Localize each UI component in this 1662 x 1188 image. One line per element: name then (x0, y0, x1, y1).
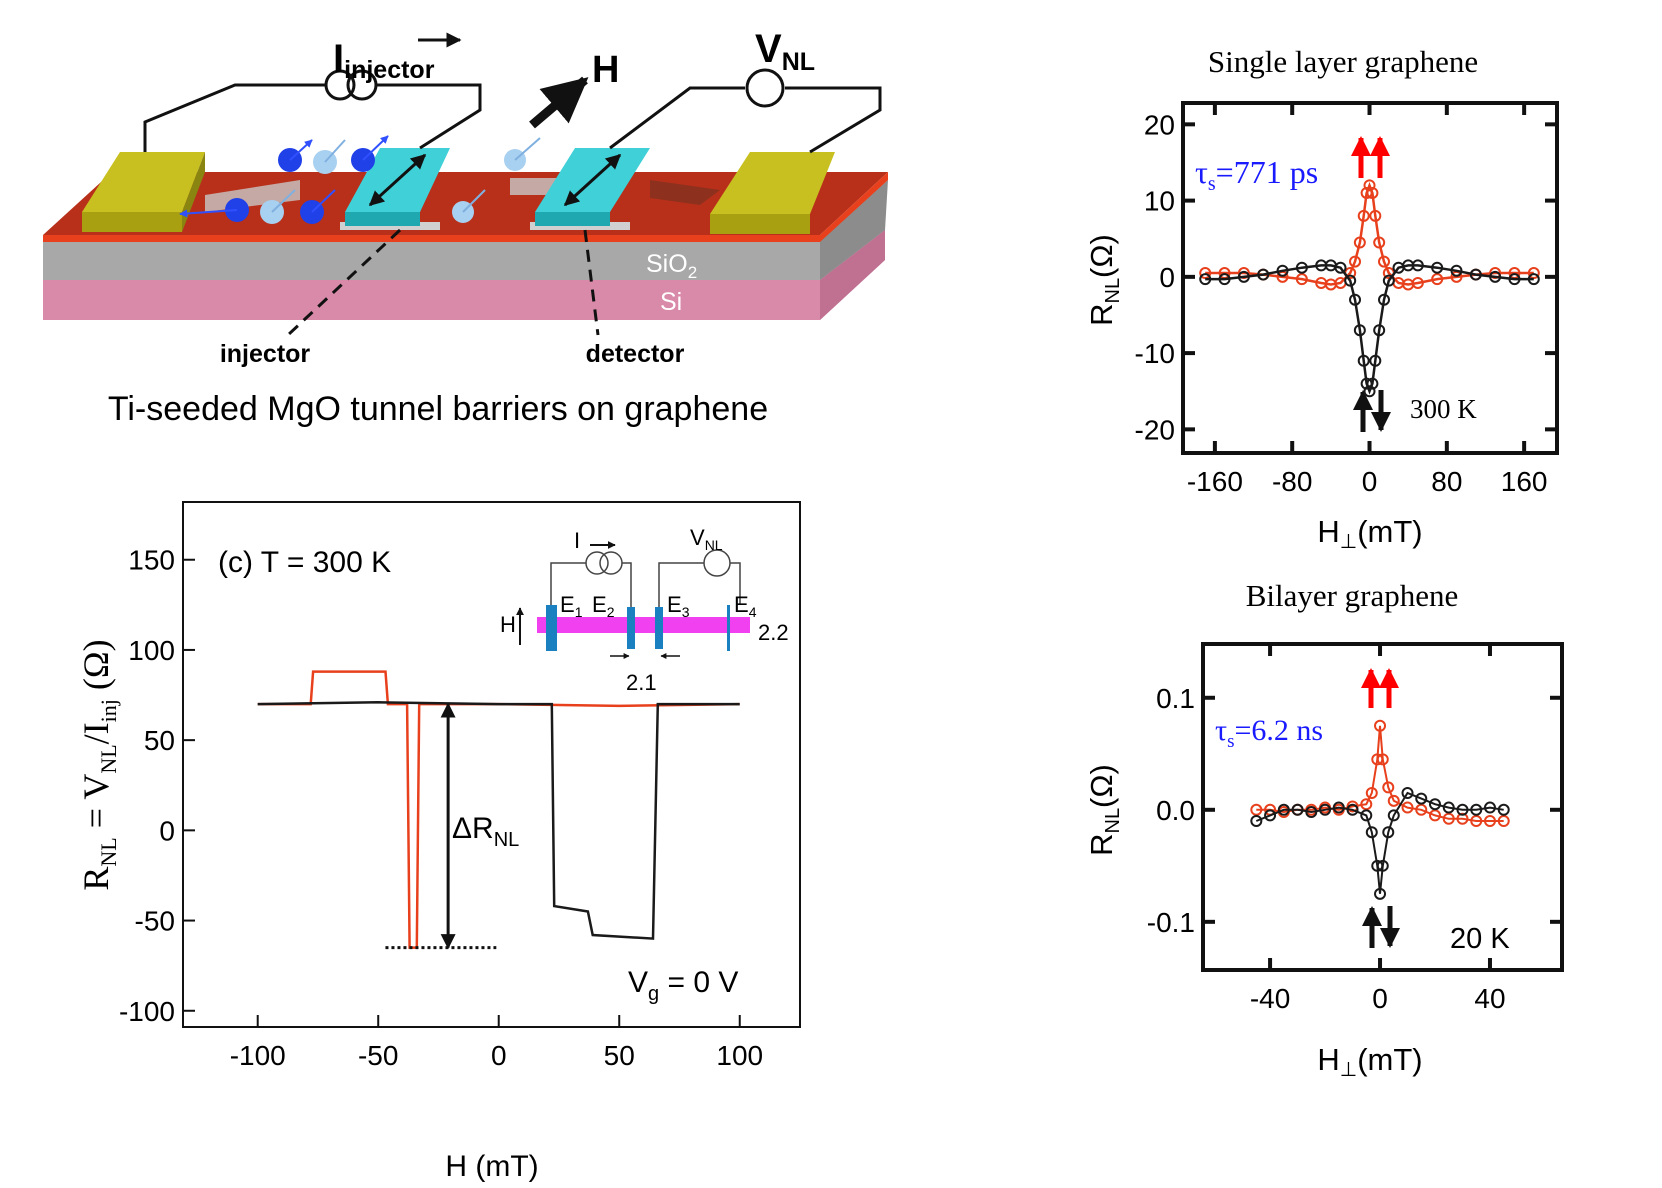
channel (537, 617, 750, 633)
y-tick-label: -20 (1135, 414, 1175, 445)
caption: Ti-seeded MgO tunnel barriers on graphen… (108, 390, 768, 428)
x-tick-label: 160 (1501, 466, 1548, 497)
voltage-label: VNL (755, 27, 815, 76)
spin-arrows (1371, 670, 1390, 948)
wire (145, 85, 327, 152)
y-tick-label: 0 (1159, 262, 1175, 293)
y-axis-label: RNL(Ω) (1084, 234, 1124, 326)
fit-line (1205, 185, 1534, 284)
x-tick-label: 0 (1372, 983, 1388, 1014)
y-axis-label: RNL = VNL/Iinj (Ω) (76, 639, 121, 890)
voltmeter (747, 70, 783, 106)
current-source (600, 552, 622, 574)
x-tick-label: 0 (491, 1040, 507, 1071)
spacing-label: 2.2 (758, 620, 789, 645)
inset: I VNL H E1 E2 E3 E4 2.2 2.1 (500, 525, 789, 695)
x-tick-label: -40 (1250, 983, 1290, 1014)
fit-line (1205, 265, 1534, 391)
electrode-label: E4 (734, 592, 757, 620)
chart-title: Single layer graphene (1208, 44, 1478, 79)
data-line (258, 672, 740, 948)
x-tick-label: 100 (716, 1040, 763, 1071)
injector-label: injector (220, 340, 311, 368)
electrode (655, 607, 663, 649)
y-tick-label: -50 (135, 906, 175, 937)
x-axis-label: H⊥(mT) (1317, 514, 1422, 553)
annotation: τs=6.2 ns (1215, 714, 1323, 752)
x-tick-label: 0 (1362, 466, 1378, 497)
field-label: H (592, 49, 619, 91)
inset-current: I (574, 528, 580, 553)
annotation: τs=771 ps (1195, 154, 1318, 195)
substrate-label: Si (660, 288, 682, 316)
y-axis-label: RNL(Ω) (1084, 764, 1124, 856)
x-tick-label: -80 (1272, 466, 1312, 497)
electrode-label: E3 (667, 592, 690, 620)
gate-label: Vg = 0 V (628, 966, 738, 1005)
y-tick-label: 0 (159, 815, 175, 846)
y-tick-label: 50 (144, 725, 175, 756)
y-tick-label: -100 (119, 996, 175, 1027)
y-tick-label: 0.0 (1156, 795, 1195, 826)
wire (610, 88, 745, 148)
wire (375, 85, 480, 148)
electrode-label: E1 (560, 592, 583, 620)
x-tick-label: 50 (604, 1040, 635, 1071)
graphene-edge (43, 235, 820, 242)
y-tick-label: 100 (128, 635, 175, 666)
inset-field: H (500, 612, 516, 637)
y-tick-label: 150 (128, 545, 175, 576)
temperature: 20 K (1450, 923, 1510, 955)
electrode (710, 214, 810, 234)
sio2-layer (43, 240, 820, 280)
wire (785, 88, 880, 152)
annotation: (c) T = 300 K (218, 546, 391, 579)
electrode (727, 605, 730, 651)
detector-electrode (535, 212, 610, 226)
x-tick-label: -50 (358, 1040, 398, 1071)
x-tick-label: 80 (1431, 466, 1462, 497)
electrode (82, 212, 182, 232)
current-source (586, 552, 608, 574)
spacing-label: 2.1 (626, 670, 657, 695)
y-tick-label: -0.1 (1147, 907, 1195, 938)
chart-title: Bilayer graphene (1246, 578, 1459, 613)
electrode (627, 607, 635, 649)
voltmeter (704, 550, 730, 576)
plot-frame (183, 502, 800, 1027)
y-tick-label: -10 (1135, 338, 1175, 369)
y-tick-label: 10 (1144, 186, 1175, 217)
data-line (258, 702, 740, 938)
field-arrow (532, 80, 585, 125)
x-axis-label: H⊥(mT) (1317, 1042, 1422, 1081)
x-tick-label: -160 (1187, 466, 1243, 497)
detector-label: detector (586, 340, 685, 368)
delta-label: ΔRNL (452, 812, 519, 851)
figure: Iinjector H VNL SiO2 Si injector detecto… (0, 0, 1662, 1188)
x-tick-label: -100 (230, 1040, 286, 1071)
electrode-label: E2 (592, 592, 615, 620)
y-tick-label: 20 (1144, 109, 1175, 140)
current-label: Iinjector (333, 37, 435, 84)
x-axis-label: H (mT) (445, 1150, 538, 1183)
temperature: 300 K (1410, 394, 1477, 424)
injector-electrode (345, 212, 420, 226)
electrode (546, 605, 557, 651)
y-tick-label: 0.1 (1156, 683, 1195, 714)
inset-voltage: VNL (690, 525, 723, 553)
device-diagram: Iinjector H VNL SiO2 Si injector detecto… (43, 27, 888, 428)
x-tick-label: 40 (1474, 983, 1505, 1014)
